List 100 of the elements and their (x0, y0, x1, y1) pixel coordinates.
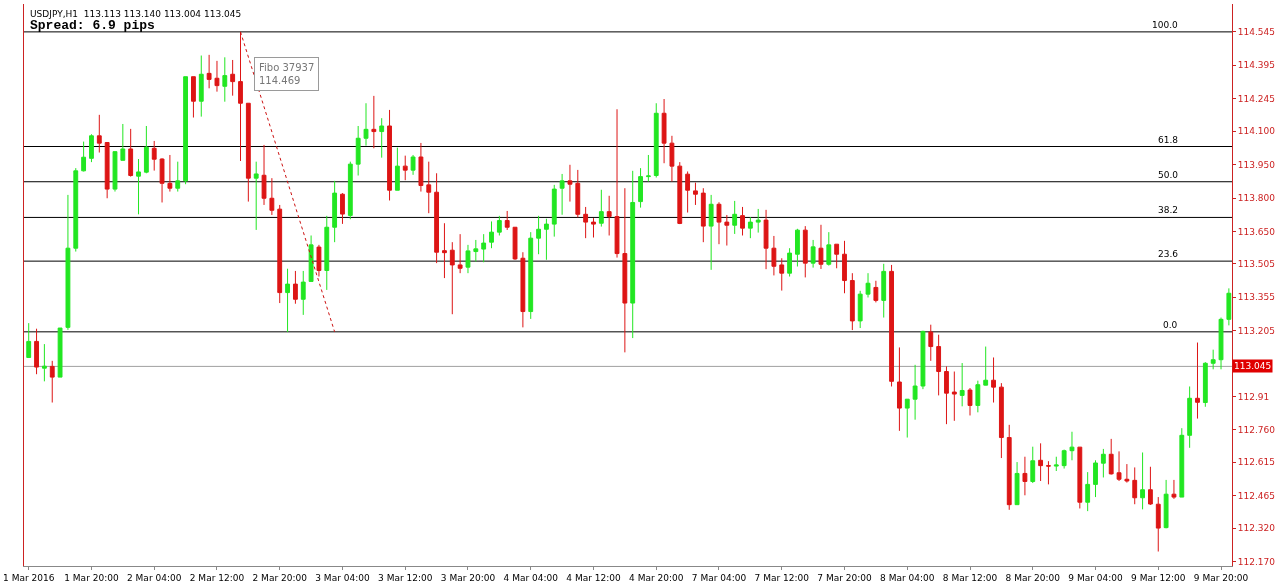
x-tick-label: 8 Mar 04:00 (880, 572, 935, 583)
candlestick (1124, 463, 1130, 484)
candlestick (57, 327, 63, 378)
candlestick (755, 208, 761, 234)
candlestick (802, 225, 808, 278)
candlestick (496, 215, 502, 236)
annotation: 0.0 (1163, 320, 1178, 330)
candlestick (261, 144, 267, 206)
candlestick (677, 161, 683, 225)
candlestick (975, 380, 981, 413)
x-tick-label: 1 Mar 20:00 (64, 572, 119, 583)
candlestick (912, 364, 918, 421)
annotation: 61.8 (1158, 135, 1179, 145)
candlestick (693, 182, 698, 206)
annotation: Fibo 37937 114.469 (259, 62, 315, 86)
candlestick (983, 346, 989, 386)
candlestick (614, 108, 620, 259)
candlestick (638, 167, 643, 209)
candlestick (285, 268, 290, 333)
candlestick (763, 209, 769, 270)
candlestick (583, 206, 589, 239)
x-tick-label: 9 Mar 04:00 (1068, 572, 1123, 583)
candlestick (779, 257, 785, 292)
candlestick (661, 98, 667, 164)
candlestick (426, 161, 432, 214)
x-tick-label: 7 Mar 04:00 (691, 572, 747, 583)
candlestick (363, 102, 369, 147)
candlestick (26, 322, 32, 358)
x-tick-label: 1 Mar 2016 (3, 572, 55, 583)
y-tick-label: 113.355 (1237, 292, 1276, 303)
candlestick (457, 233, 463, 274)
x-tick-label: 9 Mar 12:00 (1131, 572, 1186, 583)
candlestick (669, 135, 675, 183)
candlestick (732, 200, 738, 235)
candlestick (700, 187, 706, 243)
candlestick (559, 173, 565, 216)
x-tick-label: 7 Mar 20:00 (817, 572, 872, 583)
candlestick (89, 133, 94, 163)
annotation: Spread: 6.9 pips (30, 18, 156, 33)
y-tick-label: 112.465 (1237, 490, 1276, 501)
candlestick (340, 192, 345, 225)
annotation: 38.2 (1158, 205, 1179, 215)
candlestick (253, 161, 259, 231)
candlestick (708, 194, 714, 271)
candlestick (795, 228, 800, 267)
candlestick (238, 31, 243, 162)
candlestick (347, 161, 353, 220)
candlestick (959, 362, 965, 407)
x-tick-label: 4 Mar 04:00 (503, 572, 559, 583)
candlestick (1195, 342, 1200, 420)
candlestick (1069, 431, 1075, 461)
candlestick (591, 217, 596, 238)
candlestick (277, 204, 283, 304)
candlestick (394, 147, 400, 191)
candlestick (724, 214, 730, 247)
x-tick-label: 2 Mar 12:00 (189, 572, 245, 583)
candlestick (520, 251, 526, 328)
candlestick (1100, 448, 1106, 478)
x-tick-label: 4 Mar 20:00 (629, 572, 684, 583)
candlestick (387, 109, 392, 201)
candlestick (1053, 456, 1059, 472)
candlestick (1077, 446, 1083, 509)
text: USDJPY,H1 113.113 113.140 113.004 113.045 (30, 9, 242, 20)
candlestick (944, 365, 949, 425)
candlestick (1085, 471, 1091, 512)
y-tick-label: 114.545 (1237, 27, 1276, 38)
candlestick (410, 154, 416, 176)
candlestick (316, 244, 322, 278)
candlestick (889, 264, 894, 387)
candlestick (747, 216, 753, 239)
x-tick-label: 8 Mar 20:00 (1005, 572, 1061, 583)
candlestick (245, 102, 251, 203)
candlestick (143, 125, 149, 174)
candlestick (128, 128, 134, 178)
candlestick (826, 231, 832, 267)
candlestick (896, 346, 902, 432)
candlestick (536, 215, 541, 255)
candlestick (771, 235, 777, 276)
candlestick (65, 194, 71, 331)
candlestick (465, 244, 471, 274)
candlestick (1108, 438, 1114, 476)
candlestick (1006, 424, 1012, 511)
candlestick (834, 243, 840, 269)
x-tick-label: 8 Mar 12:00 (942, 572, 998, 583)
candlestick (355, 125, 361, 176)
candlestick (630, 170, 636, 339)
y-tick-label: 112.170 (1237, 556, 1276, 567)
candlestick (379, 117, 385, 159)
y-tick-label: 113.650 (1237, 226, 1276, 237)
candlestick (818, 224, 824, 270)
candlestick (1179, 427, 1185, 498)
candlestick (222, 56, 228, 103)
candlestick (810, 239, 816, 269)
candlestick (269, 177, 275, 216)
annotation: 100.0 (1152, 20, 1179, 30)
y-tick-label: 114.395 (1237, 60, 1276, 71)
candlestick (96, 114, 102, 154)
candlestick (1155, 496, 1161, 552)
candlestick (1202, 361, 1208, 408)
candlestick (873, 280, 879, 303)
